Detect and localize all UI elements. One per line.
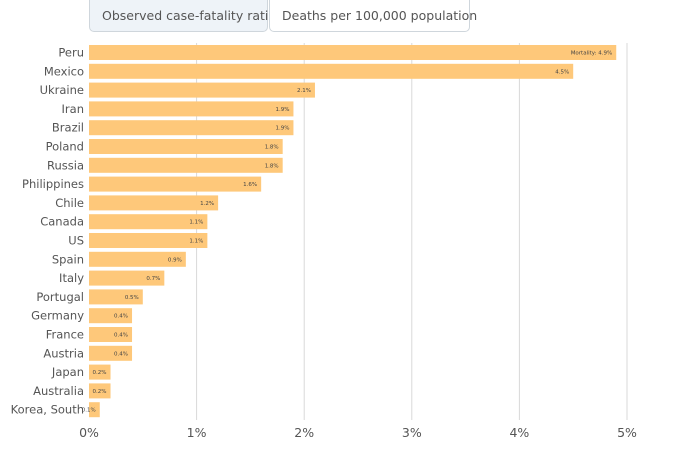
category-label-germany: Germany bbox=[31, 309, 84, 323]
x-tick-label-5: 5% bbox=[617, 425, 637, 440]
bars: Mortality: 4.9% 4.5% 2.1% 1.9% 1.9% 1.8% 1.8% 1… bbox=[82, 45, 617, 418]
category-label-italy: Italy bbox=[59, 271, 84, 285]
category-label-france: France bbox=[46, 328, 84, 342]
data-label-iran: 1.9% bbox=[275, 107, 289, 113]
data-label-canada: 1.1% bbox=[189, 220, 203, 226]
bar-chile[interactable] bbox=[89, 195, 219, 211]
data-label-italy: 0.7% bbox=[146, 276, 160, 282]
data-label-poland: 1.8% bbox=[265, 145, 279, 151]
data-label-russia: 1.8% bbox=[265, 163, 279, 169]
data-label-brazil: 1.9% bbox=[275, 126, 289, 132]
category-label-korea-south: Korea, South bbox=[11, 403, 84, 417]
bar-russia[interactable] bbox=[89, 157, 283, 173]
category-label-australia: Australia bbox=[33, 384, 84, 398]
tab-case-fatality-ratio[interactable]: Observed case-fatality ratio bbox=[89, 0, 276, 32]
data-label-peru: Mortality: 4.9% bbox=[571, 51, 613, 57]
x-axis-ticks: 0% 1% 2% 3% 4% 5% bbox=[79, 425, 637, 440]
bar-germany[interactable] bbox=[89, 308, 133, 324]
data-label-us: 1.1% bbox=[189, 239, 203, 245]
x-tick-label-4: 4% bbox=[509, 425, 529, 440]
bar-italy[interactable] bbox=[89, 270, 165, 286]
data-label-philippines: 1.6% bbox=[243, 182, 257, 188]
x-tick-label-3: 3% bbox=[402, 425, 422, 440]
data-label-australia: 0.2% bbox=[93, 389, 107, 395]
data-label-japan: 0.2% bbox=[93, 370, 107, 376]
bar-japan[interactable] bbox=[89, 364, 111, 380]
bar-austria[interactable] bbox=[89, 345, 133, 361]
bar-australia[interactable] bbox=[89, 383, 111, 399]
data-label-portugal: 0.5% bbox=[125, 295, 139, 301]
bar-mexico[interactable] bbox=[89, 63, 574, 79]
category-label-russia: Russia bbox=[47, 158, 84, 172]
category-label-portugal: Portugal bbox=[36, 290, 84, 304]
bar-ukraine[interactable] bbox=[89, 82, 315, 98]
bar-brazil[interactable] bbox=[89, 120, 294, 136]
category-label-mexico: Mexico bbox=[44, 64, 84, 78]
x-tick-label-2: 2% bbox=[294, 425, 314, 440]
bar-canada[interactable] bbox=[89, 214, 208, 230]
data-label-mexico: 4.5% bbox=[555, 69, 569, 75]
data-label-france: 0.4% bbox=[114, 333, 128, 339]
category-labels: Peru Mexico Ukraine Iran Brazil Poland Russia P… bbox=[11, 46, 85, 417]
bar-portugal[interactable] bbox=[89, 289, 143, 305]
tab-deaths-per-100k[interactable]: Deaths per 100,000 population bbox=[269, 0, 477, 32]
category-label-us: US bbox=[68, 234, 84, 248]
category-label-poland: Poland bbox=[46, 140, 84, 154]
bar-france[interactable] bbox=[89, 327, 133, 342]
data-label-ukraine: 2.1% bbox=[297, 88, 311, 94]
category-label-iran: Iran bbox=[62, 102, 84, 116]
category-label-canada: Canada bbox=[40, 215, 84, 229]
metric-tabs: Observed case-fatality ratio Deaths per … bbox=[89, 0, 477, 33]
category-label-japan: Japan bbox=[51, 365, 84, 379]
category-label-spain: Spain bbox=[52, 252, 84, 266]
bar-korea-south[interactable] bbox=[89, 402, 100, 418]
bar-peru[interactable] bbox=[89, 45, 617, 60]
x-tick-label-0: 0% bbox=[79, 425, 99, 440]
category-label-peru: Peru bbox=[58, 46, 84, 60]
data-label-korea-south: 0.1% bbox=[82, 408, 96, 414]
bar-poland[interactable] bbox=[89, 139, 283, 154]
data-label-spain: 0.9% bbox=[168, 257, 182, 263]
category-label-chile: Chile bbox=[55, 196, 84, 210]
x-tick-label-1: 1% bbox=[187, 425, 207, 440]
bar-philippines[interactable] bbox=[89, 176, 262, 192]
bar-spain[interactable] bbox=[89, 251, 186, 267]
gridlines bbox=[196, 43, 628, 420]
category-label-austria: Austria bbox=[43, 346, 84, 360]
data-label-austria: 0.4% bbox=[114, 351, 128, 357]
data-label-germany: 0.4% bbox=[114, 314, 128, 320]
category-label-brazil: Brazil bbox=[52, 121, 84, 135]
bar-us[interactable] bbox=[89, 233, 208, 248]
bar-iran[interactable] bbox=[89, 101, 294, 117]
data-label-chile: 1.2% bbox=[200, 201, 214, 207]
category-label-philippines: Philippines bbox=[22, 177, 84, 191]
category-label-ukraine: Ukraine bbox=[40, 83, 84, 97]
